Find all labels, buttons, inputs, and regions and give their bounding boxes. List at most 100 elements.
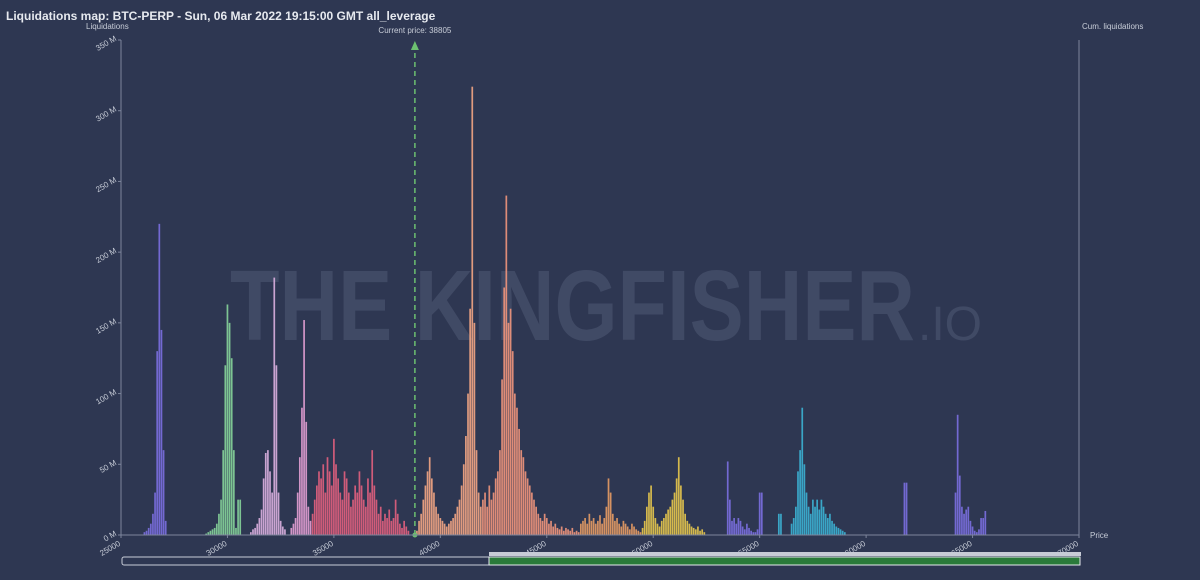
bar (816, 499, 818, 535)
bar (975, 532, 978, 535)
bar (833, 523, 836, 535)
bar (407, 530, 410, 535)
bar (803, 464, 806, 535)
bar (205, 533, 208, 535)
bar (471, 86, 474, 536)
bar (499, 450, 501, 535)
bar (571, 527, 574, 535)
bar (531, 492, 533, 535)
bar (430, 478, 433, 535)
bar (841, 530, 844, 535)
bar (673, 492, 676, 535)
bar (560, 526, 563, 535)
bar (524, 471, 527, 535)
bar (269, 471, 271, 535)
bar (343, 471, 346, 535)
current-price-arrow (410, 41, 419, 50)
bar (790, 523, 793, 535)
bar (812, 499, 814, 535)
bar (618, 523, 621, 535)
bar (637, 530, 640, 535)
bar (831, 520, 833, 535)
bar (554, 523, 557, 535)
bar (760, 492, 763, 535)
bar (305, 421, 308, 535)
bar (224, 365, 227, 535)
bar (143, 532, 146, 535)
bar (614, 520, 616, 535)
bar (556, 527, 559, 535)
bar (433, 492, 435, 535)
bar (211, 529, 214, 535)
bar (594, 523, 597, 535)
bar (333, 438, 335, 535)
bar (267, 450, 269, 535)
bar (822, 506, 825, 535)
bar (656, 523, 659, 535)
bar (509, 308, 512, 535)
bar (795, 506, 797, 535)
navigator-scrollbar[interactable] (489, 552, 1081, 556)
bar (518, 428, 520, 535)
bar (467, 393, 469, 535)
bar (484, 492, 486, 535)
bar (967, 506, 970, 535)
navigator-selection[interactable] (488, 556, 1081, 566)
bar (254, 527, 256, 535)
bar (686, 520, 689, 535)
bar (752, 532, 755, 535)
bar (450, 520, 452, 535)
bar (984, 510, 987, 535)
bar (454, 513, 457, 535)
bar (275, 365, 278, 535)
bar (228, 322, 231, 535)
bar (684, 513, 687, 535)
y-axis-label: Liquidations (86, 22, 129, 31)
current-price-label: Current price: 38805 (378, 26, 451, 35)
bar (292, 523, 295, 535)
bar (473, 322, 476, 535)
bar (643, 520, 646, 535)
bar (371, 450, 374, 535)
bar (626, 526, 629, 535)
bar (969, 520, 972, 535)
bar (445, 526, 448, 535)
bar (558, 529, 561, 535)
bar (663, 518, 665, 535)
bar (631, 523, 633, 535)
bar (384, 513, 386, 535)
bar (677, 457, 680, 535)
bar (360, 485, 363, 535)
bar (592, 518, 595, 535)
bar (671, 499, 674, 535)
bar (650, 485, 652, 535)
bar (158, 223, 161, 535)
bar (588, 513, 591, 535)
bar (335, 464, 337, 535)
bar (382, 520, 384, 535)
bar (814, 506, 816, 535)
bar (264, 452, 267, 535)
bar (215, 523, 218, 535)
bar (394, 499, 397, 535)
bar (799, 450, 801, 535)
bar (250, 532, 252, 535)
bar (801, 407, 804, 535)
navigator[interactable] (121, 552, 1081, 566)
bar (577, 532, 580, 535)
bar (541, 520, 544, 535)
bar (337, 478, 339, 535)
bar (607, 478, 610, 535)
bar (262, 478, 265, 535)
bar (528, 485, 531, 535)
bar (369, 492, 371, 535)
bar (316, 485, 318, 535)
bar (281, 526, 284, 535)
bar (356, 492, 359, 535)
bar (324, 492, 327, 535)
bar (605, 506, 608, 535)
plot-area: THE KINGFISHER .IO (143, 41, 987, 538)
bar (147, 527, 150, 535)
bar (465, 436, 467, 535)
bar (405, 526, 408, 535)
